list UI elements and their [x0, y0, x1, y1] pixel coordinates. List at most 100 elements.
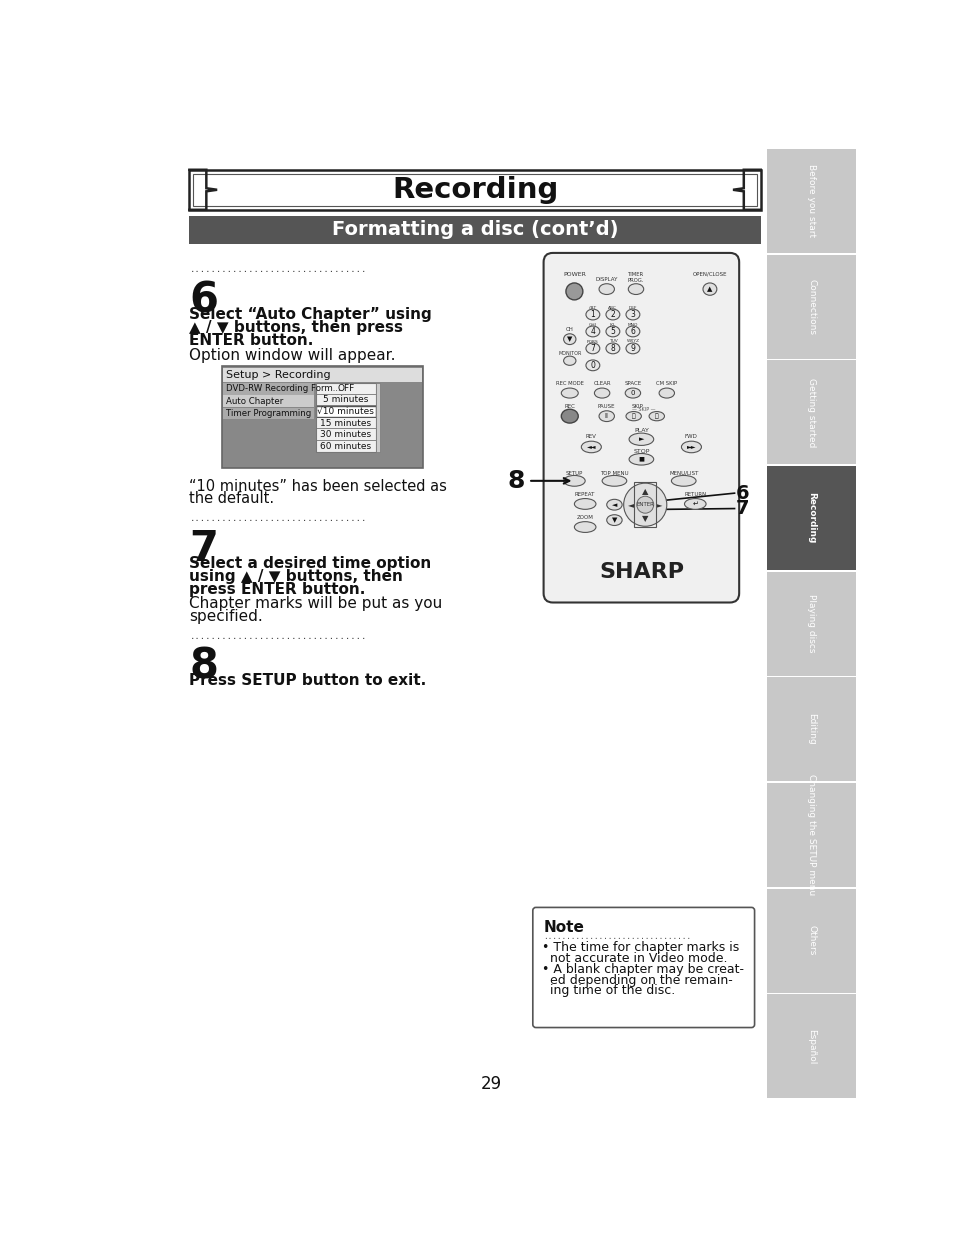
Text: 3: 3	[630, 310, 635, 319]
Text: SHARP: SHARP	[598, 562, 683, 582]
Text: 0: 0	[590, 361, 595, 369]
Text: FWD: FWD	[684, 433, 698, 438]
Text: Note: Note	[543, 920, 584, 935]
Text: 7: 7	[590, 343, 595, 353]
Text: 15 minutes: 15 minutes	[320, 419, 371, 427]
FancyBboxPatch shape	[315, 417, 375, 429]
Text: .................................: .................................	[190, 514, 366, 522]
Ellipse shape	[585, 359, 599, 370]
Text: Timer Programming: Timer Programming	[225, 409, 311, 417]
Text: √10 minutes: √10 minutes	[317, 408, 374, 416]
Text: CM SKIP: CM SKIP	[656, 382, 677, 387]
Text: CLEAR: CLEAR	[593, 382, 610, 387]
Text: OFF: OFF	[336, 384, 354, 393]
FancyBboxPatch shape	[766, 889, 856, 993]
Text: 1: 1	[590, 310, 595, 319]
Text: 29: 29	[480, 1074, 501, 1093]
FancyBboxPatch shape	[766, 149, 856, 253]
FancyBboxPatch shape	[223, 368, 421, 382]
Text: Changing the SETUP menu: Changing the SETUP menu	[806, 774, 815, 895]
Ellipse shape	[628, 453, 653, 466]
Text: 5: 5	[610, 327, 615, 336]
Text: ◄◄: ◄◄	[586, 445, 596, 450]
Ellipse shape	[624, 388, 640, 398]
Text: ▼: ▼	[641, 514, 648, 524]
Text: Auto Chapter: Auto Chapter	[225, 396, 282, 405]
FancyBboxPatch shape	[315, 406, 375, 417]
Ellipse shape	[574, 521, 596, 532]
Text: ................................: ................................	[543, 932, 691, 941]
Ellipse shape	[585, 326, 599, 337]
Circle shape	[623, 483, 666, 526]
Text: 0: 0	[630, 390, 635, 396]
Text: 30 minutes: 30 minutes	[320, 430, 371, 440]
Text: “10 minutes” has been selected as: “10 minutes” has been selected as	[190, 478, 447, 494]
Text: TIMER
PROG.: TIMER PROG.	[627, 272, 643, 283]
Text: not accurate in Video mode.: not accurate in Video mode.	[541, 952, 727, 965]
Text: DEF: DEF	[628, 305, 637, 310]
Text: MNO: MNO	[627, 322, 638, 326]
Text: 6: 6	[736, 484, 749, 503]
Text: 6: 6	[190, 279, 218, 321]
Text: ▲: ▲	[641, 487, 648, 496]
Circle shape	[636, 496, 653, 514]
Text: 9: 9	[630, 343, 635, 353]
Text: TUV: TUV	[608, 340, 617, 343]
FancyBboxPatch shape	[766, 994, 856, 1098]
Text: 5 minutes: 5 minutes	[323, 395, 368, 405]
FancyBboxPatch shape	[315, 383, 375, 394]
Text: ▲: ▲	[706, 287, 712, 293]
Text: Option window will appear.: Option window will appear.	[190, 347, 395, 363]
Text: ◄: ◄	[611, 501, 617, 508]
Ellipse shape	[605, 343, 619, 353]
Text: ENTER button.: ENTER button.	[190, 333, 314, 348]
Text: Recording: Recording	[392, 175, 558, 204]
Ellipse shape	[648, 411, 664, 421]
Text: TOP MENU: TOP MENU	[599, 471, 628, 475]
Text: ENTER: ENTER	[636, 503, 654, 508]
Text: 6: 6	[630, 327, 635, 336]
Text: 60 minutes: 60 minutes	[320, 442, 371, 451]
Text: Playing discs: Playing discs	[806, 594, 815, 653]
Text: Select “Auto Chapter” using: Select “Auto Chapter” using	[190, 306, 432, 322]
FancyBboxPatch shape	[766, 466, 856, 571]
Text: 8: 8	[610, 343, 615, 353]
Text: ing time of the disc.: ing time of the disc.	[541, 984, 675, 998]
Ellipse shape	[628, 284, 643, 294]
Ellipse shape	[625, 411, 640, 421]
FancyBboxPatch shape	[315, 430, 375, 440]
Ellipse shape	[580, 441, 600, 453]
Text: Editing: Editing	[806, 714, 815, 745]
Text: GHI: GHI	[588, 322, 597, 326]
Text: ⏮: ⏮	[654, 414, 658, 419]
Text: SKIP: SKIP	[631, 404, 642, 410]
FancyBboxPatch shape	[315, 395, 375, 405]
FancyBboxPatch shape	[315, 441, 375, 452]
Text: .................................: .................................	[190, 266, 366, 274]
Ellipse shape	[702, 283, 716, 295]
Ellipse shape	[601, 475, 626, 487]
FancyBboxPatch shape	[190, 216, 760, 243]
Text: Others: Others	[806, 925, 815, 956]
Text: ⏭: ⏭	[631, 414, 635, 419]
Text: CH: CH	[565, 327, 573, 332]
FancyBboxPatch shape	[766, 677, 856, 782]
Text: Setup > Recording: Setup > Recording	[226, 369, 331, 379]
Text: — SKIP —: — SKIP —	[631, 406, 655, 411]
Text: Chapter marks will be put as you: Chapter marks will be put as you	[190, 597, 442, 611]
Text: ►: ►	[638, 436, 643, 442]
FancyBboxPatch shape	[543, 253, 739, 603]
FancyBboxPatch shape	[223, 408, 314, 419]
Text: 7: 7	[736, 499, 749, 517]
Text: /BT: /BT	[589, 305, 596, 310]
Text: PAUSE: PAUSE	[598, 404, 615, 410]
Text: ↵: ↵	[692, 501, 698, 506]
Text: ►►: ►►	[686, 445, 696, 450]
Text: PQRS: PQRS	[586, 340, 598, 343]
Text: 8: 8	[190, 646, 218, 688]
Text: WXYZ: WXYZ	[626, 340, 639, 343]
Text: • A blank chapter may be creat-: • A blank chapter may be creat-	[541, 963, 743, 976]
Ellipse shape	[563, 333, 576, 345]
Text: 4: 4	[590, 327, 595, 336]
FancyBboxPatch shape	[533, 908, 754, 1028]
